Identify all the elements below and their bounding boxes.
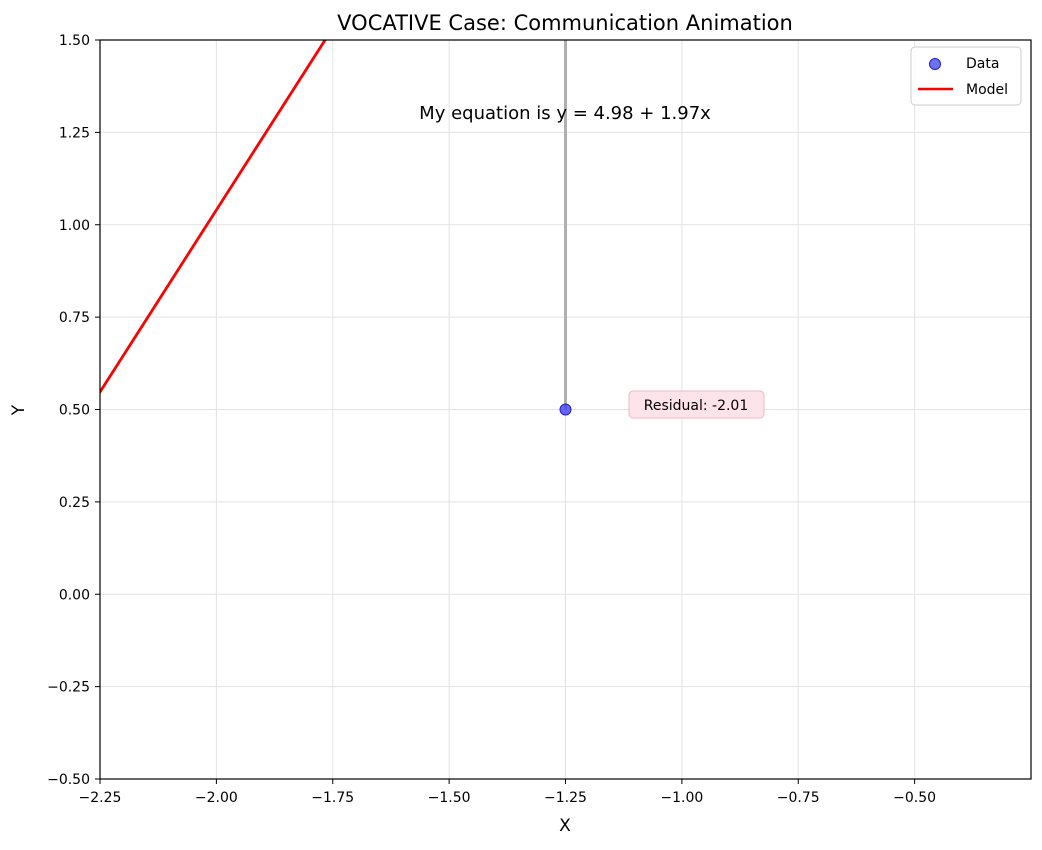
- residual-annotation: Residual: -2.01: [628, 390, 765, 419]
- x-tick-label: −2.00: [195, 790, 238, 806]
- legend-model-label: Model: [966, 82, 1008, 98]
- y-tick-label: 0.00: [59, 587, 90, 603]
- equation-annotation: My equation is y = 4.98 + 1.97x: [419, 103, 711, 124]
- model-line: [100, 40, 327, 395]
- y-tick-label: 1.25: [59, 125, 90, 141]
- residual-label-box: [628, 390, 765, 419]
- axis-ticks: −2.25 −2.00 −1.75 −1.50 −1.25 −1.00 −0.75 −0.50…: [47, 33, 936, 806]
- x-tick-label: −1.25: [544, 790, 587, 806]
- residual-label: Residual: -2.01: [644, 398, 749, 414]
- legend-data-label: Data: [966, 56, 999, 72]
- x-tick-label: −1.75: [311, 790, 354, 806]
- y-tick-label: 0.75: [59, 310, 90, 326]
- x-tick-label: −2.25: [79, 790, 122, 806]
- x-tick-label: −0.50: [893, 790, 936, 806]
- x-axis-label: X: [559, 816, 571, 836]
- y-tick-label: 0.50: [59, 403, 90, 419]
- y-axis-label: Y: [9, 404, 29, 416]
- x-tick-label: −0.75: [777, 790, 820, 806]
- plot-area: [100, 40, 572, 416]
- y-tick-label: −0.25: [47, 680, 90, 696]
- y-tick-label: −0.50: [47, 772, 90, 788]
- data-point: [559, 403, 572, 416]
- y-tick-label: 1.00: [59, 218, 90, 234]
- y-tick-label: 1.50: [59, 33, 90, 49]
- chart-title: VOCATIVE Case: Communication Animation: [337, 11, 793, 35]
- legend-data-marker: [929, 58, 941, 70]
- x-tick-label: −1.50: [428, 790, 471, 806]
- y-tick-label: 0.25: [59, 495, 90, 511]
- legend: Data Model: [910, 46, 1022, 106]
- x-tick-label: −1.00: [660, 790, 703, 806]
